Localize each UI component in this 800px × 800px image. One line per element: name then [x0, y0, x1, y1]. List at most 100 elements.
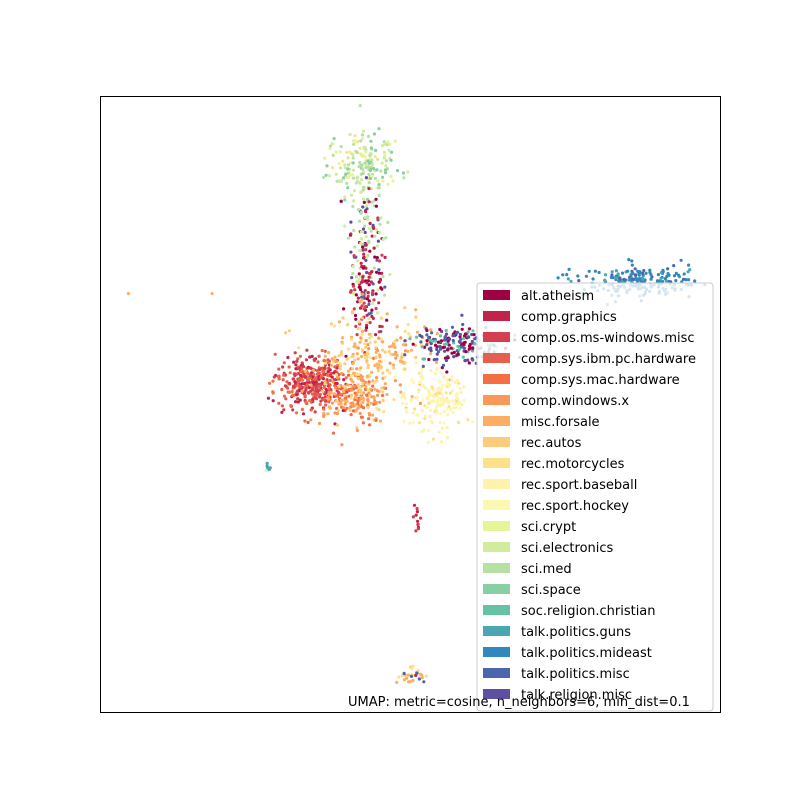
- scatter-point: [368, 221, 372, 225]
- scatter-point: [445, 370, 449, 374]
- scatter-point: [382, 156, 386, 160]
- legend-swatch: [483, 332, 510, 342]
- scatter-point: [303, 389, 307, 393]
- scatter-point: [421, 384, 425, 388]
- scatter-point: [300, 407, 304, 411]
- scatter-point: [332, 392, 336, 396]
- scatter-point: [363, 155, 367, 159]
- scatter-point: [378, 277, 382, 281]
- scatter-point: [368, 423, 372, 427]
- scatter-point: [351, 284, 356, 288]
- scatter-point: [405, 410, 409, 414]
- scatter-point: [304, 387, 308, 391]
- scatter-point: [317, 354, 321, 358]
- scatter-point: [353, 245, 357, 249]
- scatter-point: [280, 387, 284, 392]
- scatter-point: [423, 416, 427, 421]
- scatter-point: [341, 408, 345, 413]
- scatter-point: [420, 345, 424, 349]
- legend-label: soc.religion.christian: [521, 604, 656, 619]
- scatter-point: [370, 200, 374, 204]
- scatter-point: [453, 380, 457, 384]
- scatter-point: [350, 276, 354, 280]
- scatter-point: [308, 399, 312, 403]
- scatter-point: [292, 393, 296, 397]
- scatter-point: [338, 166, 343, 170]
- scatter-point: [317, 421, 322, 426]
- scatter-point: [266, 396, 270, 400]
- scatter-point: [449, 346, 453, 350]
- scatter-point: [429, 420, 433, 424]
- scatter-point: [453, 402, 457, 406]
- legend-label: rec.motorcycles: [521, 457, 625, 472]
- legend-swatch: [483, 290, 510, 300]
- scatter-point: [360, 280, 364, 284]
- scatter-point: [354, 345, 358, 349]
- scatter-point: [350, 310, 354, 314]
- scatter-point: [294, 363, 298, 367]
- scatter-point: [417, 677, 421, 681]
- scatter-point: [335, 376, 339, 380]
- scatter-point: [429, 369, 433, 373]
- scatter-point: [286, 386, 290, 390]
- scatter-point: [299, 373, 303, 378]
- scatter-point: [414, 355, 418, 360]
- scatter-point: [366, 343, 370, 347]
- scatter-point: [339, 144, 343, 149]
- scatter-point: [355, 367, 359, 371]
- scatter-point: [385, 368, 389, 372]
- scatter-point: [367, 200, 371, 204]
- scatter-point: [369, 146, 373, 150]
- scatter-point: [414, 315, 418, 319]
- scatter-point: [344, 354, 348, 358]
- scatter-point: [327, 351, 331, 355]
- scatter-point: [373, 387, 377, 391]
- scatter-point: [388, 361, 392, 365]
- scatter-point: [460, 327, 464, 331]
- scatter-point: [371, 316, 375, 320]
- scatter-point: [300, 361, 304, 365]
- scatter-point: [406, 349, 410, 353]
- scatter-point: [338, 367, 342, 371]
- scatter-point: [356, 175, 360, 179]
- scatter-point: [371, 301, 375, 305]
- scatter-point: [614, 269, 619, 273]
- scatter-point: [342, 378, 346, 382]
- scatter-point: [429, 342, 433, 346]
- scatter-point: [369, 187, 374, 191]
- scatter-point: [365, 204, 369, 208]
- scatter-point: [460, 313, 464, 317]
- scatter-point: [383, 142, 387, 146]
- scatter-point: [307, 385, 311, 390]
- scatter-point: [451, 339, 455, 343]
- scatter-point: [364, 345, 368, 349]
- scatter-point: [373, 381, 377, 385]
- scatter-point: [376, 288, 380, 292]
- scatter-point: [359, 288, 363, 292]
- scatter-point: [421, 398, 425, 402]
- scatter-point: [353, 134, 357, 138]
- legend-swatch: [483, 500, 510, 510]
- scatter-point: [349, 232, 353, 236]
- scatter-point: [351, 173, 355, 177]
- scatter-point: [353, 313, 358, 318]
- scatter-point: [355, 259, 360, 263]
- scatter-point: [369, 139, 373, 143]
- scatter-point: [416, 522, 420, 526]
- scatter-point: [355, 333, 359, 337]
- scatter-point: [410, 395, 414, 399]
- scatter-point: [577, 279, 581, 283]
- scatter-point: [357, 219, 362, 223]
- scatter-point: [325, 373, 329, 377]
- scatter-point: [458, 406, 462, 410]
- scatter-point: [425, 343, 429, 347]
- scatter-point: [363, 296, 367, 300]
- scatter-point: [328, 378, 332, 383]
- scatter-point: [348, 132, 352, 137]
- scatter-point: [357, 272, 361, 276]
- scatter-point: [576, 274, 580, 278]
- scatter-point: [458, 332, 462, 337]
- scatter-point: [295, 359, 299, 363]
- scatter-point: [271, 390, 275, 394]
- scatter-point: [435, 367, 439, 371]
